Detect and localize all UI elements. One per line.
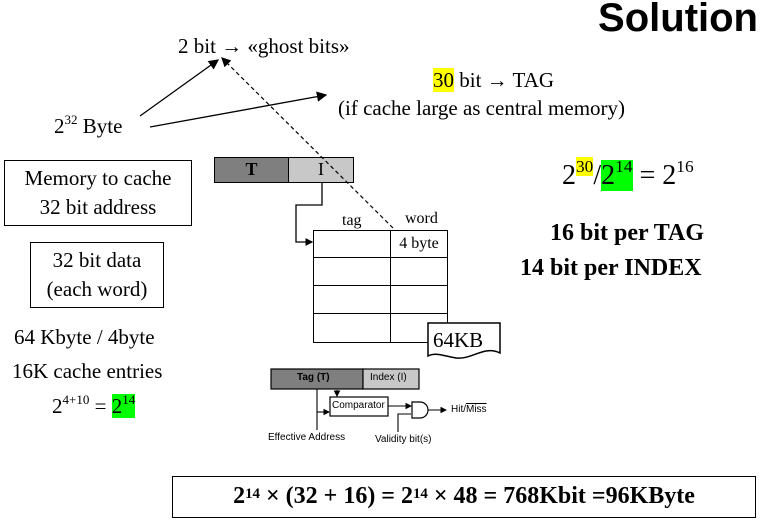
- entries-equation: 24+10 = 214: [52, 392, 136, 419]
- cache-header-word: word: [405, 210, 438, 227]
- validity-label: Validity bit(s): [375, 434, 432, 445]
- byte-exp: 32: [64, 112, 78, 128]
- storage-formula: 214 × (32 + 16) = 214 × 48 = 768Kbit =96…: [172, 476, 756, 518]
- cache-header-tag: tag: [342, 212, 362, 229]
- entries-exp: 4+10: [62, 392, 90, 408]
- memory-box-line2: 32 bit address: [39, 195, 157, 219]
- tag-bits-label: 30 bit → TAG: [433, 68, 554, 93]
- arrow-to-ghost-bits: [139, 59, 220, 117]
- comparator-label: Comparator: [332, 400, 385, 411]
- hit-miss-label: Hit/Miss: [451, 404, 487, 415]
- ratio-exp3: 16: [676, 157, 694, 177]
- entries-result: 214: [111, 392, 136, 418]
- ratio-divisor: 214: [601, 157, 633, 191]
- entries-base: 2: [52, 394, 63, 418]
- data-box-line1: 32 bit data: [52, 248, 142, 272]
- ratio-slash: /: [593, 160, 602, 191]
- size-line-2: 16K cache entries: [12, 359, 163, 383]
- lower-field-index-box: [362, 368, 420, 390]
- ratio-equation: 230/214 = 216: [562, 157, 694, 192]
- formula-mid1: × (32 + 16) =: [259, 483, 401, 509]
- byte-label: Byte: [77, 114, 123, 138]
- lower-field-tag: Tag (T): [297, 372, 330, 383]
- bits-per-index: 14 bit per INDEX: [520, 255, 702, 281]
- tag-bits-value: 30: [433, 68, 454, 92]
- cache-size-shape: [427, 322, 501, 359]
- tag-bits-target: TAG: [507, 68, 555, 92]
- arrow-to-tag-note: [149, 91, 328, 128]
- ratio-base1: 2: [562, 160, 576, 191]
- tag-note: (if cache large as central memory): [338, 96, 626, 120]
- arrow-icon: →: [221, 34, 243, 58]
- effective-address-label: Effective Address: [268, 432, 346, 443]
- entries-eq: =: [89, 394, 112, 418]
- dashed-arrow-to-ghost-bits: [221, 57, 394, 229]
- memory-box: Memory to cache 32 bit address: [4, 160, 192, 226]
- page-title: Solution: [598, 0, 758, 40]
- validity-to-gate: [397, 413, 411, 432]
- and-gate-icon: [411, 401, 429, 419]
- formula-e1: 14: [245, 485, 260, 502]
- ghost-label: «ghost bits»: [242, 34, 350, 58]
- cache-size-label: 64KB: [433, 328, 484, 352]
- hit-label: Hit/: [451, 404, 466, 415]
- formula-mid2: × 48 = 768Kbit =96KByte: [427, 483, 695, 509]
- lower-field-index: Index (I): [370, 372, 407, 383]
- ghost-prefix: 2 bit: [178, 34, 222, 58]
- tag-bits-text: bit: [454, 68, 487, 92]
- miss-label: Miss: [466, 404, 487, 415]
- data-box-line2: (each word): [46, 277, 148, 301]
- arrow-index-to-cache: [295, 183, 323, 246]
- byte-base: 2: [54, 114, 65, 138]
- formula-e2: 14: [412, 485, 428, 502]
- entries-exp2: 14: [122, 392, 136, 408]
- ratio-base3: 2: [662, 160, 677, 191]
- ratio-base2: 2: [601, 160, 616, 191]
- address-field-t: T: [214, 157, 289, 183]
- size-line-1: 64 Kbyte / 4byte: [14, 325, 155, 349]
- data-box: 32 bit data (each word): [30, 242, 164, 308]
- ratio-eq: =: [632, 160, 663, 191]
- memory-box-line1: Memory to cache: [24, 166, 172, 190]
- ratio-exp2: 14: [615, 157, 633, 177]
- entries-base2: 2: [111, 394, 123, 418]
- formula-b1: 2: [233, 483, 246, 509]
- ghost-bits-label: 2 bit → «ghost bits»: [178, 34, 350, 59]
- arrow-icon: →: [486, 68, 508, 92]
- memory-size-label: 232 Byte: [54, 112, 123, 139]
- formula-b2: 2: [400, 483, 413, 509]
- bits-per-tag: 16 bit per TAG: [550, 220, 705, 246]
- ratio-exp1: 30: [576, 157, 594, 177]
